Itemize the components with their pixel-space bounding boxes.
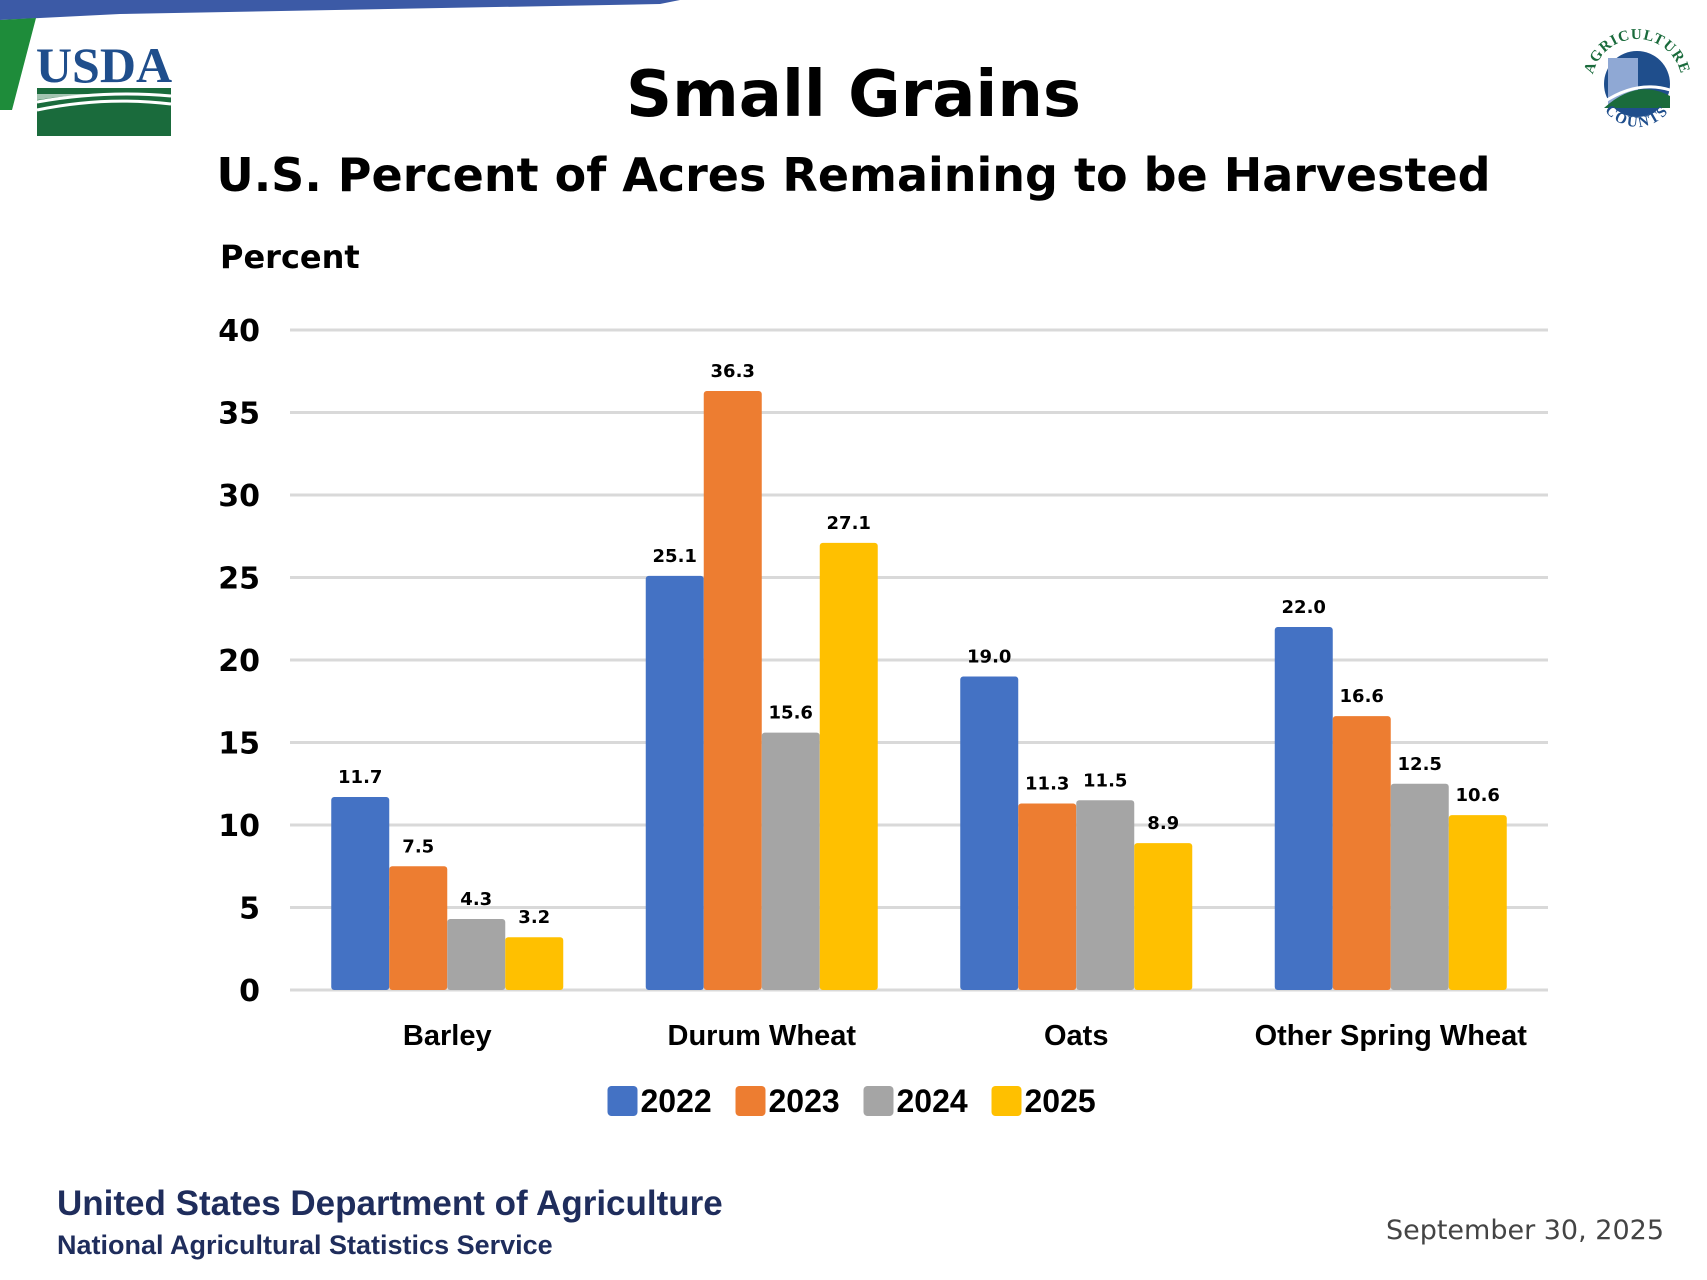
bar-2023-barley [389,866,448,990]
data-label: 3.2 [518,907,550,928]
x-tick-label: Oats [1044,1020,1108,1052]
bar-2024-oats [1076,800,1135,990]
data-labels: 11.7 7.5 4.3 3.2 25.1 36.3 15.6 27.1 19.0 11.3 11.… [338,361,1500,928]
x-tick-label: Barley [403,1020,492,1052]
y-axis-ticks: 0 5 10 15 20 25 30 35 40 [218,314,260,1009]
y-tick-label: 30 [218,479,260,514]
y-tick-label: 35 [218,397,260,432]
x-axis-ticks: Barley Durum Wheat Oats Other Spring Wheat [403,1020,1527,1052]
bar-2023-oats [1018,803,1077,990]
legend-swatch-2022 [607,1086,638,1116]
data-label: 27.1 [827,513,871,534]
y-tick-label: 40 [218,314,260,349]
usda-logo-text: USDA [36,40,172,93]
data-label: 16.6 [1340,686,1384,707]
legend: 2022 2023 2024 2025 [607,1083,1096,1119]
legend-swatch-2025 [991,1086,1022,1116]
bars [331,391,1507,990]
bar-2023-durum-wheat [703,391,762,990]
chart-title: Small Grains [626,58,1081,132]
data-label: 36.3 [711,361,755,382]
legend-label: 2022 [641,1083,712,1119]
usda-logo: USDA [36,40,172,136]
y-axis-label: Percent [220,238,360,276]
bar-2023-other-spring-wheat [1332,716,1391,990]
x-tick-label: Durum Wheat [668,1020,857,1052]
y-tick-label: 5 [239,892,260,927]
bar-2022-durum-wheat [645,575,704,990]
data-label: 8.9 [1147,813,1179,834]
y-tick-label: 20 [218,644,260,679]
data-label: 4.3 [460,889,492,910]
footer-agency: National Agricultural Statistics Service [57,1230,553,1260]
legend-swatch-2024 [863,1086,894,1116]
footer-organization: United States Department of Agriculture … [57,1184,723,1261]
data-label: 15.6 [769,703,813,724]
footer-department: United States Department of Agriculture [57,1184,723,1223]
bar-2025-oats [1134,843,1193,990]
bar-2024-barley [447,919,506,990]
agriculture-counts-logo: AGRICULTURE COUNTS [1581,27,1691,131]
x-tick-label: Other Spring Wheat [1255,1020,1528,1052]
bar-2025-barley [505,937,564,990]
y-tick-label: 0 [239,974,260,1009]
legend-swatch-2023 [735,1086,766,1116]
data-label: 22.0 [1282,597,1326,618]
data-label: 10.6 [1456,785,1500,806]
bar-2025-other-spring-wheat [1448,815,1507,990]
y-tick-label: 10 [218,809,260,844]
bar-2022-oats [960,676,1019,990]
legend-label: 2025 [1025,1083,1096,1119]
bar-2022-other-spring-wheat [1274,627,1333,990]
data-label: 7.5 [402,836,434,857]
data-label: 11.7 [338,767,382,788]
legend-label: 2024 [897,1083,968,1119]
data-label: 25.1 [653,546,697,567]
y-tick-label: 25 [218,562,260,597]
data-label: 19.0 [967,647,1011,668]
header-banner [0,0,680,120]
bar-2024-durum-wheat [761,732,820,990]
footer-date: September 30, 2025 [1385,1215,1664,1246]
bar-2022-barley [331,796,390,990]
y-tick-label: 15 [218,727,260,762]
data-label: 11.5 [1083,770,1127,791]
chart-subtitle: U.S. Percent of Acres Remaining to be Ha… [216,148,1491,202]
data-label: 11.3 [1025,774,1069,795]
bar-2024-other-spring-wheat [1390,783,1449,990]
data-label: 12.5 [1398,754,1442,775]
bar-2025-durum-wheat [819,542,878,990]
legend-label: 2023 [769,1083,840,1119]
